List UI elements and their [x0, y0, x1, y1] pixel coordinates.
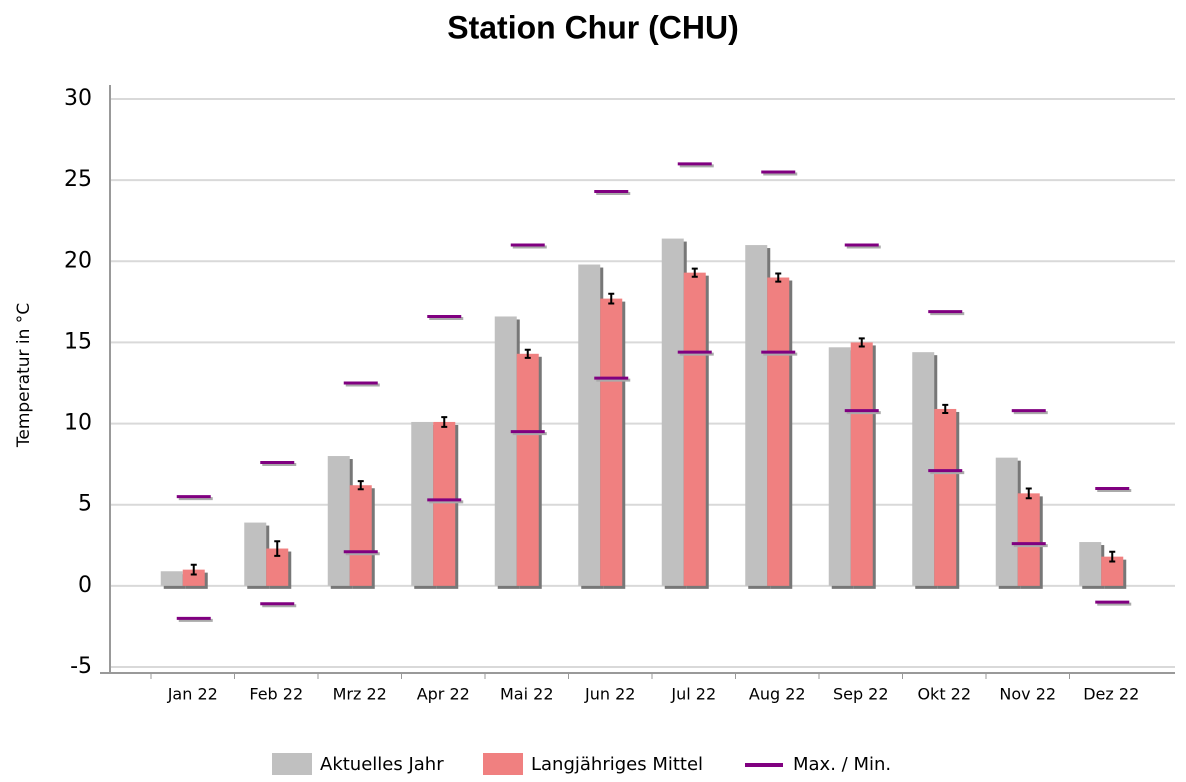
bar [828, 347, 851, 586]
error-bar [608, 292, 615, 305]
y-tick-label: 30 [64, 86, 92, 111]
legend-label: Max. / Min. [793, 754, 891, 775]
error-bar [357, 480, 364, 491]
chart-title: Station Chur (CHU) [447, 9, 739, 45]
error-bar [274, 540, 281, 557]
bar [327, 456, 350, 586]
y-tick-label: -5 [70, 654, 92, 679]
x-tick-label: Jul 22 [670, 685, 716, 704]
x-tick-label: Jan 22 [167, 685, 218, 704]
bar [683, 272, 706, 586]
bar [600, 298, 623, 586]
bar [494, 316, 517, 586]
bar [1101, 556, 1124, 586]
bar [850, 342, 873, 586]
bar [1017, 493, 1040, 586]
x-tick-label: Feb 22 [249, 685, 303, 704]
bar [182, 569, 205, 586]
error-bar [775, 272, 782, 283]
bar [349, 485, 372, 586]
x-tick-label: Mrz 22 [333, 685, 387, 704]
x-tick-label: Nov 22 [999, 685, 1056, 704]
bar [934, 408, 957, 586]
error-bar [1025, 487, 1032, 500]
error-bar [1109, 550, 1116, 563]
error-bar [691, 267, 698, 278]
bar [266, 548, 289, 586]
y-tick-label: 25 [64, 167, 92, 192]
x-tick-label: Sep 22 [833, 685, 889, 704]
y-tick-label: 15 [64, 329, 92, 354]
x-tick-label: Apr 22 [417, 685, 470, 704]
y-tick-label: 0 [78, 573, 92, 598]
bar [244, 522, 267, 586]
error-bar [441, 416, 448, 428]
error-bar [524, 348, 531, 359]
legend-label: Langjähriges Mittel [531, 754, 703, 775]
error-bar [942, 403, 949, 415]
bar [767, 277, 790, 586]
bar [912, 352, 935, 586]
legend-label: Aktuelles Jahr [320, 754, 444, 775]
x-tick-label: Dez 22 [1083, 685, 1139, 704]
bar [578, 264, 601, 586]
bar [1079, 542, 1102, 586]
error-bar [190, 563, 197, 576]
x-tick-label: Aug 22 [749, 685, 806, 704]
error-bar [858, 337, 865, 348]
x-tick-label: Okt 22 [917, 685, 971, 704]
y-tick-label: 20 [64, 248, 92, 273]
bar [745, 245, 768, 586]
legend-swatch [483, 753, 523, 775]
bar [433, 421, 456, 586]
bar [411, 421, 434, 586]
bar [995, 457, 1018, 586]
y-axis-label: Temperatur in °C [14, 303, 34, 448]
y-tick-label: 5 [78, 492, 92, 517]
legend-swatch [272, 753, 312, 775]
y-tick-label: 10 [64, 411, 92, 436]
x-tick-label: Jun 22 [584, 685, 635, 704]
bar [661, 238, 684, 586]
bar [160, 571, 183, 586]
x-tick-label: Mai 22 [500, 685, 554, 704]
bar [516, 353, 539, 586]
